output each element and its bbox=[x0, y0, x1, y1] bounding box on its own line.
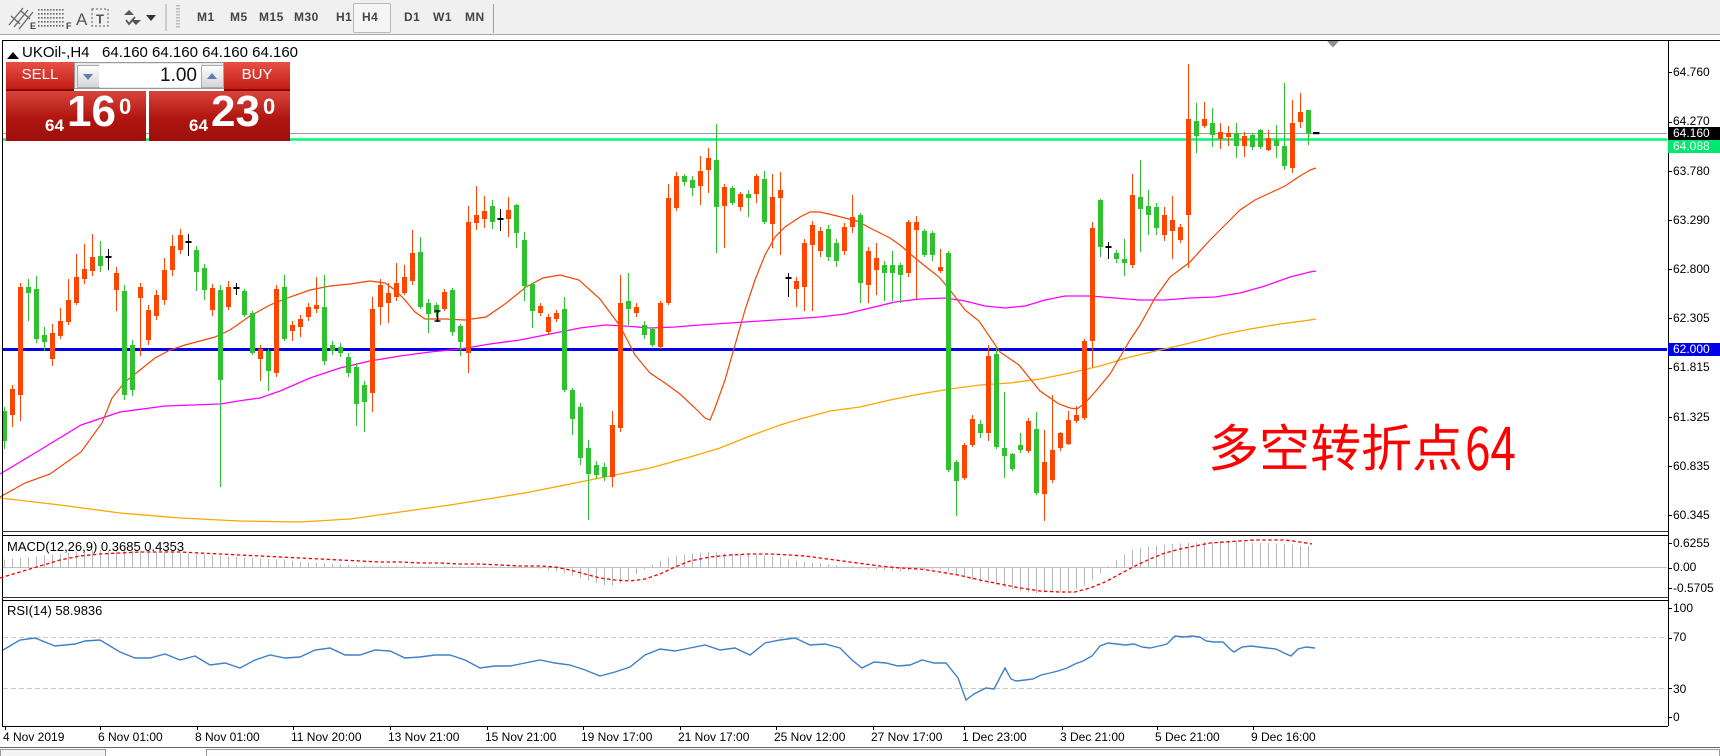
svg-text:E: E bbox=[30, 21, 36, 31]
svg-text:T: T bbox=[96, 12, 104, 27]
svg-text:F: F bbox=[66, 21, 72, 31]
svg-text:A: A bbox=[76, 10, 88, 29]
